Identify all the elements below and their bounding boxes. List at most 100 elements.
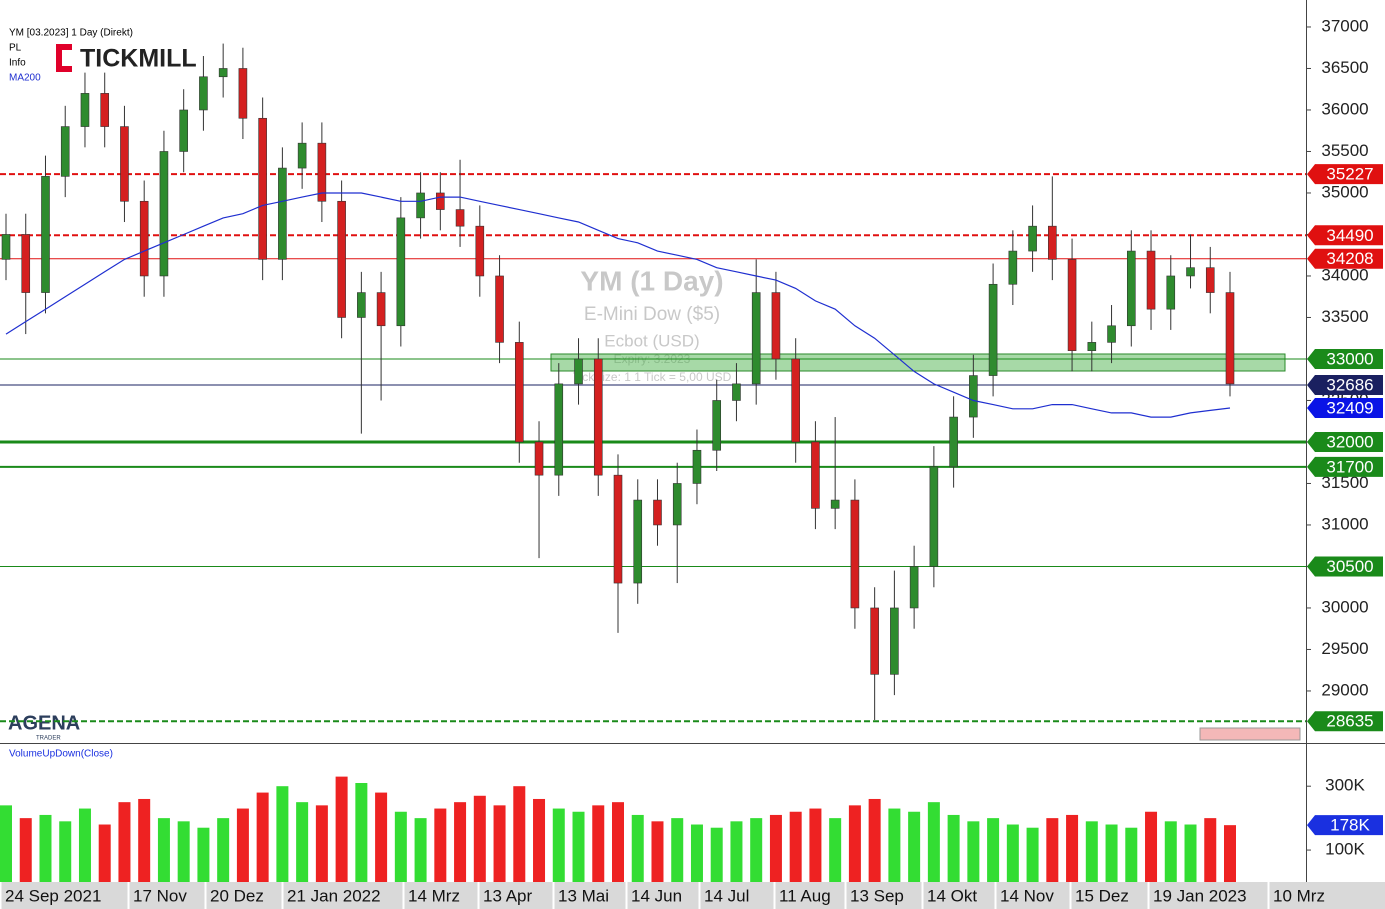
candle-body	[278, 167, 287, 260]
candle-body	[475, 225, 485, 277]
date-label: 13 Apr	[483, 886, 532, 905]
level-label: 28635	[1326, 712, 1373, 731]
volume-bar	[1066, 814, 1079, 882]
volume-bar	[0, 805, 12, 882]
date-label: 21 Jan 2022	[287, 886, 381, 905]
volume-bar	[454, 802, 467, 882]
candle-body	[870, 607, 879, 675]
volume-bar	[513, 786, 526, 882]
date-label: 15 Dez	[1075, 886, 1129, 905]
candle-body	[258, 117, 267, 260]
candle-body	[613, 474, 623, 584]
volume-bar	[769, 814, 782, 882]
candle-body	[1107, 325, 1116, 343]
volume-bar	[1026, 827, 1039, 882]
volume-bar	[809, 808, 822, 882]
logo-icon-part	[58, 46, 70, 49]
level-label: 32000	[1326, 432, 1373, 451]
volume-bar	[631, 814, 644, 882]
volume-bar	[552, 808, 565, 882]
level-label: 35227	[1326, 165, 1373, 184]
volume-bar	[118, 802, 131, 882]
volume-bar	[927, 802, 940, 882]
volume-bar	[394, 811, 407, 882]
volume-bar	[236, 808, 249, 882]
volume-bar	[157, 818, 170, 882]
volume-tick-label: 300K	[1325, 776, 1365, 795]
date-label: 17 Nov	[133, 886, 187, 905]
candle-body	[988, 283, 998, 376]
volume-bar	[1204, 818, 1217, 882]
candle-body	[1008, 250, 1018, 285]
indicator-label: MA200	[9, 73, 41, 84]
volume-bar	[710, 827, 723, 882]
y-tick-label: 31000	[1321, 514, 1368, 533]
candle-body	[969, 375, 978, 418]
level-tag	[1307, 225, 1383, 246]
volume-bar	[434, 808, 447, 882]
volume-bar	[78, 808, 91, 882]
volume-bar	[276, 786, 289, 882]
date-bar	[0, 882, 1385, 909]
candle-body	[514, 342, 524, 443]
volume-bar	[1164, 821, 1177, 882]
y-tick-label: 35500	[1321, 141, 1368, 160]
volume-bar	[177, 821, 190, 882]
candle-body	[159, 151, 169, 277]
logo-icon	[56, 44, 72, 72]
watermark-subtitle: E-Mini Dow ($5)	[584, 304, 720, 325]
watermark: YM (1 Day) E-Mini Dow ($5) Ecbot (USD) E…	[573, 265, 732, 384]
level-tag	[1307, 375, 1383, 396]
volume-bar	[730, 821, 743, 882]
volume-tag	[1307, 815, 1383, 836]
candle-body	[1067, 259, 1077, 351]
candle-body	[1146, 250, 1156, 310]
volume-bar	[533, 798, 546, 882]
level-tag	[1307, 248, 1383, 269]
candle-body	[732, 383, 741, 401]
candle-body	[179, 109, 188, 152]
volume-bar	[197, 827, 210, 882]
candle-body	[1126, 250, 1136, 327]
volume-bar	[789, 811, 802, 882]
candle-body	[811, 441, 820, 509]
volume-bar	[572, 811, 585, 882]
ma-line	[5, 192, 1231, 418]
candle-body	[751, 292, 761, 385]
candle-body	[337, 200, 346, 318]
volume-bar	[19, 818, 32, 882]
volume-bar	[829, 818, 842, 882]
volume-bar	[39, 814, 52, 882]
candle-body	[534, 441, 544, 476]
logo: TICKMILL	[80, 45, 197, 73]
candle-body	[633, 499, 643, 584]
candle-body	[574, 358, 583, 385]
volume-bar	[1184, 824, 1197, 882]
candle-body	[357, 292, 366, 318]
volume-bar	[59, 821, 72, 882]
candle-body	[1087, 342, 1097, 351]
level-label: 34490	[1326, 226, 1373, 245]
volume-bar	[690, 824, 703, 882]
volume-bar	[1145, 811, 1158, 882]
level-label: 31700	[1326, 457, 1373, 476]
instrument: YM [03.2023] 1 Day (Direkt)	[9, 28, 133, 39]
volume-bar	[848, 805, 861, 882]
candle-body	[376, 292, 386, 327]
level-label: 34208	[1326, 249, 1373, 268]
level-tag	[1307, 456, 1383, 477]
volume-title: VolumeUpDown(Close)	[9, 749, 113, 760]
date-label: 13 Sep	[850, 886, 904, 905]
candle-body	[100, 93, 110, 127]
date-label: 11 Aug	[779, 886, 831, 905]
date-label: 14 Jun	[631, 886, 682, 905]
candle-body	[41, 176, 50, 293]
date-label: 19 Jan 2023	[1153, 886, 1247, 905]
volume-bar	[335, 776, 348, 882]
info: Info	[9, 58, 26, 69]
volume-bar	[296, 802, 309, 882]
volume-bar	[967, 821, 980, 882]
volume-current-label: 178K	[1330, 816, 1370, 835]
